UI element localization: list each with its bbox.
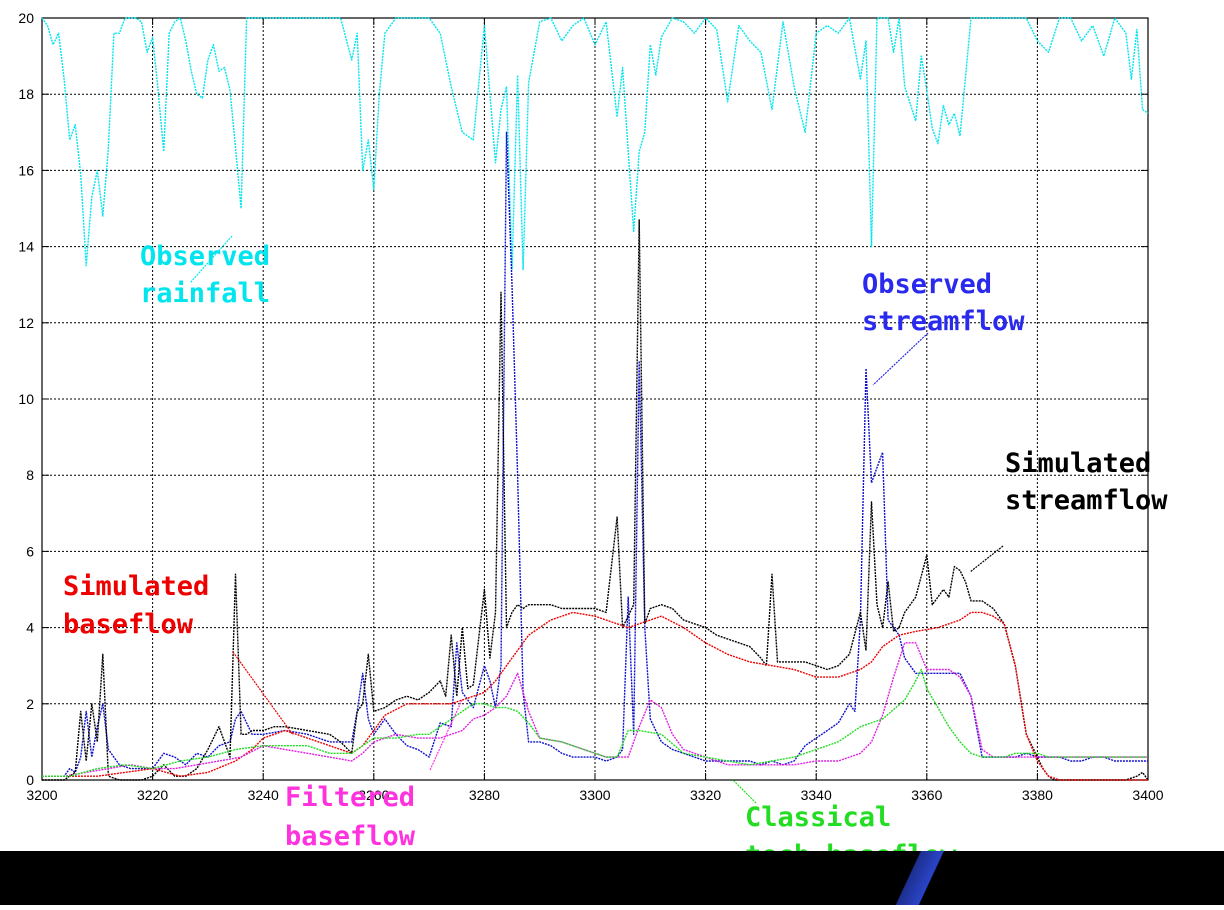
y-tick-label: 20: [18, 10, 34, 26]
annotation-line: Observed: [140, 241, 270, 272]
x-tick-label: 3380: [1022, 787, 1053, 803]
annotation-line: Simulated: [63, 571, 209, 602]
y-tick-label: 0: [26, 772, 34, 788]
x-tick-label: 3400: [1132, 787, 1163, 803]
annotation-line: streamflow: [1005, 485, 1168, 516]
x-tick-label: 3280: [469, 787, 500, 803]
annotation-observed-rainfall: Observed rainfall: [140, 241, 270, 309]
x-tick-label: 3340: [801, 787, 832, 803]
annotation-line: baseflow: [285, 821, 416, 852]
annotation-simulated-streamflow: Simulated streamflow: [1005, 448, 1168, 516]
annotation-simulated-baseflow: Simulated baseflow: [63, 571, 209, 640]
series-lines: [41, 17, 1149, 781]
annotation-observed-streamflow: Observed streamflow: [862, 269, 1025, 337]
annotation-leader-simulated-streamflow: [969, 545, 1004, 573]
y-tick-label: 6: [26, 543, 34, 559]
annotation-line: streamflow: [862, 306, 1025, 337]
axes: 3200 3220 3240 3260 3280 3300 3320 3340 3360 3380…: [18, 10, 1163, 803]
annotation-line: Classical: [745, 802, 891, 833]
y-tick-label: 4: [26, 620, 34, 636]
x-tick-label: 3300: [579, 787, 610, 803]
series-observed-streamflow: [42, 131, 1148, 777]
y-tick-label: 8: [26, 467, 34, 483]
series-simulated-streamflow: [42, 219, 1149, 781]
annotation-line: baseflow: [63, 609, 194, 640]
annotation-leader-observed-rainfall: [189, 235, 233, 284]
series-simulated-baseflow: [42, 611, 1148, 781]
x-tick-label: 3260: [358, 787, 389, 803]
annotation-line: Observed: [862, 269, 992, 300]
grid: [41, 17, 1149, 781]
annotation-leader-filtered-baseflow-i-pass: [429, 699, 463, 771]
y-tick-label: 10: [18, 391, 34, 407]
series-filtered-baseflow-i-pass: [42, 642, 1148, 777]
annotation-line: Filtered: [285, 782, 415, 813]
x-tick-label: 3240: [248, 787, 279, 803]
y-tick-label: 16: [18, 162, 34, 178]
x-tick-label: 3200: [26, 787, 57, 803]
annotation-leader-simulated-baseflow: [232, 651, 294, 736]
x-tick-label: 3320: [690, 787, 721, 803]
annotation-leader-observed-streamflow: [872, 332, 929, 386]
y-tick-label: 18: [18, 86, 34, 102]
annotations: Observed rainfall Observed streamflowSimula…: [63, 241, 1168, 891]
x-tick-label: 3220: [137, 787, 168, 803]
bottom-accent: [880, 851, 970, 905]
bottom-bar: [0, 851, 1224, 905]
x-tick-label: 3360: [911, 787, 942, 803]
y-tick-label: 2: [26, 696, 34, 712]
annotation-leaders: [189, 235, 1004, 804]
annotation-leader-classical-tech-baseflow: [732, 779, 757, 804]
y-tick-label: 12: [18, 315, 34, 331]
series-observed-rainfall: [41, 17, 1149, 271]
annotation-line: Simulated: [1005, 448, 1151, 479]
series-classical-tech-baseflow: [42, 668, 1148, 777]
annotation-line: rainfall: [140, 278, 270, 309]
y-tick-label: 14: [18, 239, 34, 255]
